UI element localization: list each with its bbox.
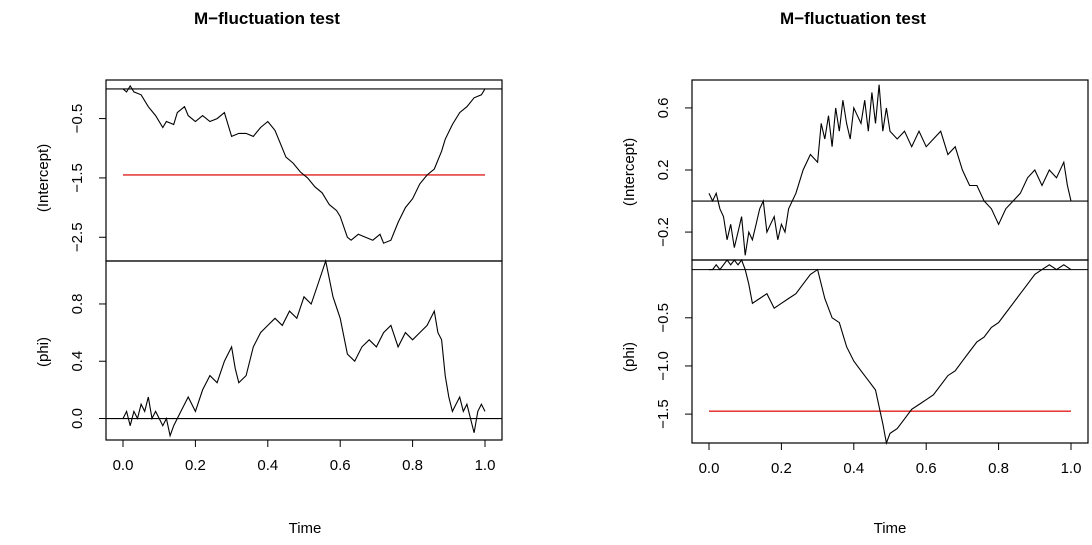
process-line — [122, 84, 486, 244]
panel-frame — [105, 79, 503, 262]
y-tick-label: 0.6 — [655, 98, 672, 119]
x-tick-label: 0.2 — [771, 460, 792, 477]
y-tick-label: −2.5 — [69, 222, 86, 252]
y-tick-label: −0.2 — [655, 217, 672, 247]
x-tick-label: 0.0 — [699, 460, 720, 477]
x-tick-label: 0.4 — [257, 457, 278, 474]
x-axis: 0.0 0.2 0.4 0.6 0.8 1.0 — [699, 442, 1082, 477]
panel-phi: −0.5 −1.0 −1.5 — [655, 258, 1089, 446]
panel-intercept: 0.6 0.2 −0.2 — [655, 79, 1089, 261]
chart-right: M−fluctuation test Time (Intercept) (phi… — [621, 9, 1089, 537]
x-tick-label: 0.6 — [916, 460, 937, 477]
panel-frame — [691, 79, 1089, 261]
x-tick-label: 0.0 — [113, 457, 134, 474]
chart-title: M−fluctuation test — [780, 9, 926, 28]
y-tick-label: −1.5 — [655, 399, 672, 429]
x-tick-label: 1.0 — [1061, 460, 1082, 477]
x-axis-label: Time — [289, 520, 322, 537]
x-tick-label: 0.8 — [402, 457, 423, 474]
x-tick-label: 0.8 — [988, 460, 1009, 477]
x-axis-label: Time — [874, 520, 907, 537]
y-tick-label: −0.5 — [655, 303, 672, 333]
x-tick-label: 0.6 — [330, 457, 351, 474]
y-axis-label-phi: (phi) — [621, 342, 638, 372]
x-tick-label: 1.0 — [475, 457, 496, 474]
x-axis: 0.0 0.2 0.4 0.6 0.8 1.0 — [113, 439, 496, 474]
panel-frame — [691, 259, 1089, 444]
y-tick-label: 0.2 — [655, 160, 672, 181]
process-line — [708, 84, 1072, 256]
y-axis-label-intercept: (Intercept) — [35, 144, 52, 212]
x-tick-label: 0.4 — [843, 460, 864, 477]
panel-phi: 0.0 0.4 0.8 — [69, 258, 503, 441]
y-axis-label-phi: (phi) — [35, 337, 52, 367]
process-line — [709, 258, 1072, 446]
panel-intercept: −0.5 −1.5 −2.5 — [69, 79, 503, 262]
y-tick-label: 0.0 — [69, 408, 86, 429]
y-tick-label: −1.5 — [69, 163, 86, 193]
process-line — [122, 258, 486, 438]
x-tick-label: 0.2 — [185, 457, 206, 474]
y-tick-label: −0.5 — [69, 104, 86, 134]
y-tick-label: 0.8 — [69, 294, 86, 315]
chart-title: M−fluctuation test — [194, 9, 340, 28]
y-tick-label: 0.4 — [69, 351, 86, 372]
chart-left: M−fluctuation test Time (Intercept) (phi… — [35, 9, 503, 537]
y-tick-label: −1.0 — [655, 351, 672, 381]
y-axis-label-intercept: (Intercept) — [621, 138, 638, 206]
